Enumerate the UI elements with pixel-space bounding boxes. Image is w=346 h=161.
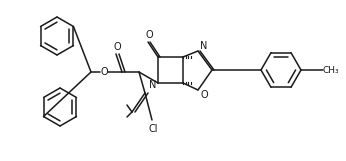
Text: N: N bbox=[149, 80, 157, 90]
Text: O: O bbox=[145, 30, 153, 40]
Text: Cl: Cl bbox=[148, 124, 158, 134]
Text: O: O bbox=[200, 90, 208, 100]
Text: O: O bbox=[100, 67, 108, 77]
Text: O: O bbox=[113, 42, 121, 52]
Text: N: N bbox=[200, 41, 208, 51]
Text: CH₃: CH₃ bbox=[323, 66, 339, 75]
